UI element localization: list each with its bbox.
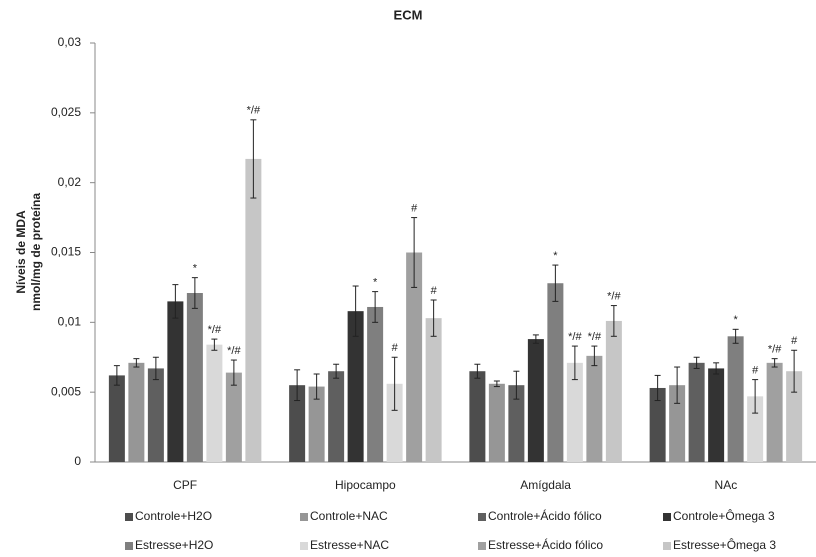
bar <box>786 371 803 462</box>
bar <box>649 387 666 462</box>
y-tick-label: 0,015 <box>51 245 81 259</box>
bar <box>766 362 783 462</box>
bar <box>367 306 384 462</box>
bar <box>128 362 145 462</box>
annotation: */# <box>768 344 782 356</box>
bar <box>586 355 603 462</box>
legend-swatch <box>478 542 486 550</box>
bar <box>727 336 744 462</box>
bar <box>547 283 564 462</box>
bar <box>386 383 403 462</box>
annotation: */# <box>568 331 582 343</box>
legend-swatch <box>300 513 308 521</box>
annotation: * <box>553 250 558 262</box>
annotation: */# <box>227 345 241 357</box>
bar <box>605 320 622 462</box>
y-tick-label: 0,025 <box>51 105 81 119</box>
annotation: */# <box>208 324 222 336</box>
legend-label: Controle+Ômega 3 <box>673 508 775 523</box>
bar <box>508 385 525 462</box>
y-axis-title-line: nmol/mg de proteína <box>29 193 43 311</box>
y-tick-label: 0 <box>74 454 81 468</box>
legend-swatch <box>663 513 671 521</box>
bar <box>108 375 125 462</box>
legend-label: Estresse+H2O <box>135 538 213 552</box>
bar <box>566 362 583 462</box>
legend-swatch <box>125 542 133 550</box>
bar <box>747 396 764 462</box>
bar <box>469 371 486 462</box>
bar <box>225 372 242 462</box>
annotation: * <box>373 277 378 289</box>
x-tick-label: NAc <box>715 478 738 492</box>
bar <box>488 383 505 462</box>
annotation: # <box>791 335 798 347</box>
bar <box>347 311 364 462</box>
y-tick-label: 0,01 <box>58 315 82 329</box>
legend-swatch <box>300 542 308 550</box>
bar <box>308 386 325 462</box>
legend-label: Estresse+Ômega 3 <box>673 537 776 552</box>
legend-label: Estresse+Ácido fólico <box>488 537 603 552</box>
bar <box>289 385 306 462</box>
bar <box>406 252 423 462</box>
legend-label: Estresse+NAC <box>310 538 389 552</box>
y-tick-label: 0,02 <box>58 175 82 189</box>
legend-label: Controle+H2O <box>135 509 212 523</box>
chart-title: ECM <box>394 7 423 22</box>
y-axis-title: Níveis de MDA nmol/mg de proteína <box>14 193 43 311</box>
bar <box>527 339 544 462</box>
legend-swatch <box>125 513 133 521</box>
legend-label: Controle+Ácido fólico <box>488 508 602 523</box>
annotation: */# <box>247 105 261 117</box>
bar <box>245 158 262 462</box>
annotation: # <box>392 342 399 354</box>
y-axis-title-line: Níveis de MDA <box>14 210 28 294</box>
annotation: # <box>411 202 418 214</box>
y-tick-label: 0,03 <box>58 35 82 49</box>
x-tick-label: Hipocampo <box>335 478 396 492</box>
annotation: # <box>431 285 438 297</box>
bar <box>688 362 705 462</box>
annotation: */# <box>588 331 602 343</box>
legend-swatch <box>478 513 486 521</box>
annotation: # <box>752 365 759 377</box>
bar <box>167 301 184 462</box>
legend-swatch <box>663 542 671 550</box>
bar <box>186 293 203 462</box>
y-tick-label: 0,005 <box>51 384 81 398</box>
annotation: * <box>193 263 198 275</box>
bar <box>328 371 345 462</box>
annotation: */# <box>607 290 621 302</box>
bar <box>425 318 442 462</box>
bar <box>206 344 223 462</box>
bar <box>708 368 725 462</box>
bar <box>669 385 686 462</box>
x-tick-label: CPF <box>173 478 197 492</box>
legend-label: Controle+NAC <box>310 509 388 523</box>
bar <box>147 368 164 462</box>
x-tick-label: Amígdala <box>520 478 571 492</box>
annotation: * <box>733 314 738 326</box>
